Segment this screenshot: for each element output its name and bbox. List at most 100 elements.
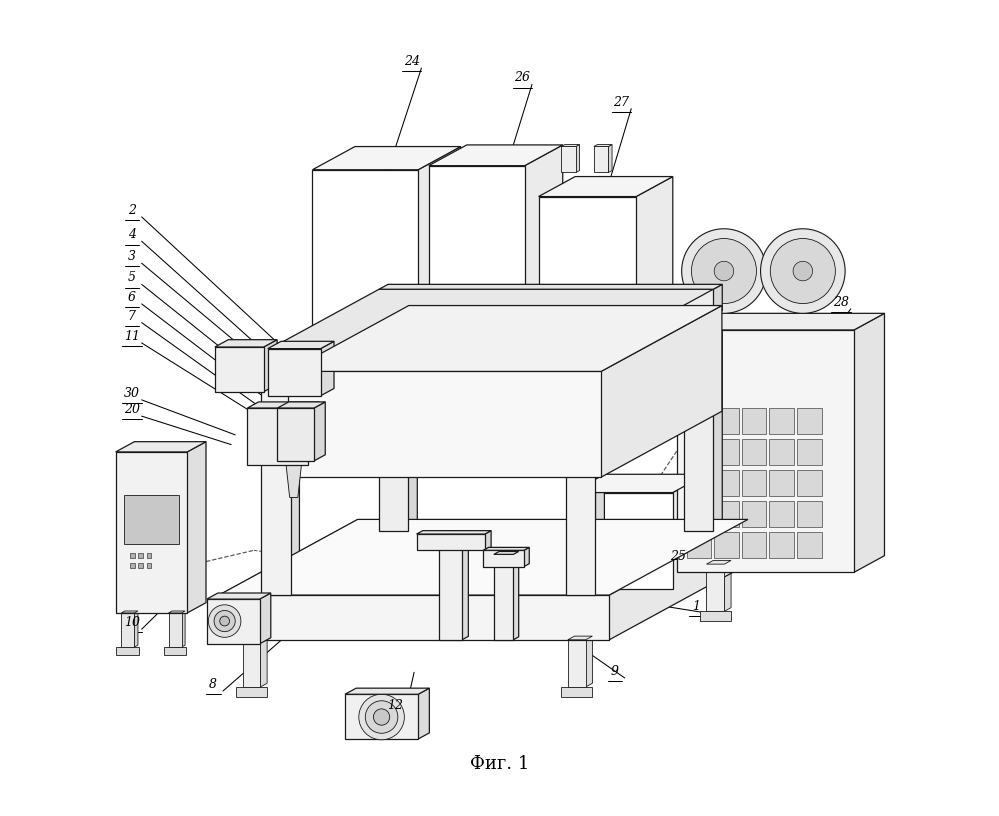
Polygon shape xyxy=(593,146,608,172)
Polygon shape xyxy=(706,561,731,564)
Circle shape xyxy=(714,261,733,281)
Polygon shape xyxy=(261,353,595,379)
Text: 8: 8 xyxy=(209,678,217,691)
Polygon shape xyxy=(116,452,187,613)
Polygon shape xyxy=(567,640,585,687)
Polygon shape xyxy=(700,611,731,621)
Bar xyxy=(686,439,711,465)
Polygon shape xyxy=(379,315,409,530)
Polygon shape xyxy=(567,636,592,640)
Polygon shape xyxy=(169,613,182,647)
Polygon shape xyxy=(440,530,469,534)
Polygon shape xyxy=(513,552,518,640)
Polygon shape xyxy=(672,474,706,588)
Bar xyxy=(742,439,766,465)
Polygon shape xyxy=(676,313,884,330)
Polygon shape xyxy=(134,611,138,647)
Polygon shape xyxy=(278,408,314,461)
Polygon shape xyxy=(313,147,461,170)
Polygon shape xyxy=(261,375,300,379)
Polygon shape xyxy=(382,564,399,611)
Polygon shape xyxy=(440,534,463,640)
Polygon shape xyxy=(608,144,612,172)
Polygon shape xyxy=(164,647,187,655)
Bar xyxy=(686,470,711,496)
Polygon shape xyxy=(676,330,854,572)
Polygon shape xyxy=(236,687,267,697)
Bar xyxy=(139,563,143,568)
Bar xyxy=(130,563,135,568)
Polygon shape xyxy=(417,534,485,550)
Circle shape xyxy=(691,238,756,304)
Text: 2: 2 xyxy=(128,204,136,217)
Polygon shape xyxy=(382,561,406,564)
Bar xyxy=(742,408,766,434)
Polygon shape xyxy=(566,375,604,379)
Polygon shape xyxy=(561,687,592,697)
Polygon shape xyxy=(261,348,604,353)
Text: 9: 9 xyxy=(611,665,619,678)
Polygon shape xyxy=(494,554,513,640)
Circle shape xyxy=(359,694,405,740)
Circle shape xyxy=(770,238,835,304)
Text: Фиг. 1: Фиг. 1 xyxy=(470,755,529,774)
Polygon shape xyxy=(268,341,334,348)
Polygon shape xyxy=(419,688,430,739)
Polygon shape xyxy=(117,647,139,655)
Text: 1: 1 xyxy=(692,600,700,613)
Polygon shape xyxy=(169,611,185,613)
Polygon shape xyxy=(345,694,419,739)
Bar xyxy=(742,531,766,557)
Polygon shape xyxy=(268,348,321,396)
Polygon shape xyxy=(561,146,576,172)
Bar xyxy=(686,531,711,557)
Text: 27: 27 xyxy=(613,95,629,109)
Polygon shape xyxy=(321,341,334,396)
Polygon shape xyxy=(264,339,277,392)
Text: 28: 28 xyxy=(833,295,849,308)
Bar xyxy=(797,439,821,465)
Polygon shape xyxy=(576,144,579,172)
Polygon shape xyxy=(207,593,271,599)
Polygon shape xyxy=(463,530,469,640)
Polygon shape xyxy=(713,310,722,530)
Polygon shape xyxy=(261,379,291,595)
Bar xyxy=(797,408,821,434)
Polygon shape xyxy=(219,520,748,595)
Polygon shape xyxy=(261,636,267,687)
Polygon shape xyxy=(585,636,592,687)
Polygon shape xyxy=(286,461,302,498)
Bar xyxy=(769,501,794,527)
Polygon shape xyxy=(288,371,601,477)
Bar xyxy=(769,531,794,557)
Bar xyxy=(714,531,738,557)
Polygon shape xyxy=(379,310,418,315)
Polygon shape xyxy=(248,408,309,465)
Polygon shape xyxy=(706,564,724,611)
Text: 3: 3 xyxy=(128,251,136,264)
Bar xyxy=(769,470,794,496)
Text: 24: 24 xyxy=(404,55,420,68)
Polygon shape xyxy=(713,284,722,315)
Polygon shape xyxy=(243,640,261,687)
Bar xyxy=(797,531,821,557)
Polygon shape xyxy=(313,170,419,344)
Polygon shape xyxy=(595,348,604,379)
Bar xyxy=(742,501,766,527)
Text: 7: 7 xyxy=(128,309,136,322)
Text: 10: 10 xyxy=(124,616,140,629)
Polygon shape xyxy=(593,144,612,146)
Polygon shape xyxy=(248,402,320,408)
Text: 26: 26 xyxy=(514,71,530,84)
Polygon shape xyxy=(538,176,672,197)
Polygon shape xyxy=(484,550,523,566)
Bar xyxy=(769,439,794,465)
Polygon shape xyxy=(524,145,562,359)
Bar xyxy=(769,408,794,434)
Circle shape xyxy=(681,228,766,313)
Polygon shape xyxy=(243,636,267,640)
Polygon shape xyxy=(379,284,722,289)
Polygon shape xyxy=(314,402,326,461)
Polygon shape xyxy=(409,310,418,530)
Bar xyxy=(714,408,738,434)
